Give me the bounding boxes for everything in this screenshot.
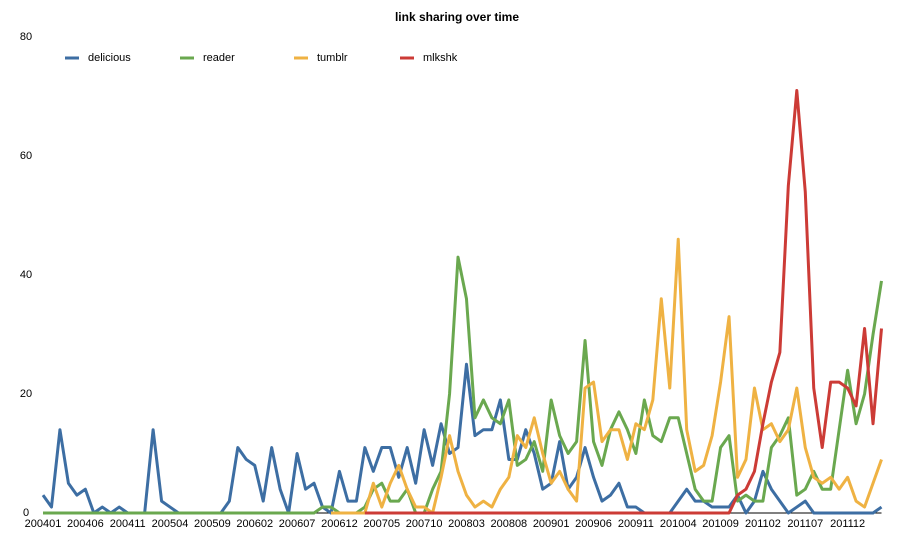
line-series [43, 255, 883, 515]
x-tick-label: 201009 [702, 518, 739, 530]
x-tick-label: 200705 [363, 518, 400, 530]
legend-label: tumblr [317, 52, 348, 64]
x-tick-label: 201112 [830, 518, 865, 530]
legend-label: mlkshk [423, 52, 458, 64]
x-tick-label: 200612 [321, 518, 358, 530]
legend-label: reader [203, 52, 235, 64]
legend-label: delicious [88, 52, 131, 64]
y-tick-label: 40 [20, 269, 32, 281]
line-series [364, 89, 883, 515]
line-series [41, 362, 883, 515]
x-tick-label: 200509 [194, 518, 231, 530]
y-tick-label: 20 [20, 388, 32, 400]
y-tick-label: 80 [20, 31, 32, 43]
y-tick-label: 60 [20, 150, 32, 162]
x-tick-label: 200411 [110, 518, 146, 530]
y-tick-label: 0 [23, 507, 29, 519]
x-tick-label: 200406 [67, 518, 104, 530]
x-tick-label: 200607 [279, 518, 316, 530]
x-tick-label: 200401 [25, 518, 62, 530]
x-tick-label: 201004 [660, 518, 697, 530]
x-tick-label: 201107 [787, 518, 823, 530]
line-series [330, 237, 883, 515]
x-tick-label: 200602 [236, 518, 273, 530]
x-tick-label: 200901 [533, 518, 570, 530]
x-tick-label: 201102 [745, 518, 781, 530]
x-tick-label: 200803 [448, 518, 485, 530]
x-tick-label: 200906 [575, 518, 612, 530]
x-tick-label: 200710 [406, 518, 443, 530]
x-tick-label: 200504 [152, 518, 189, 530]
x-tick-label: 200911 [618, 518, 654, 530]
chart-title: link sharing over time [395, 10, 519, 24]
x-tick-label: 200808 [490, 518, 527, 530]
